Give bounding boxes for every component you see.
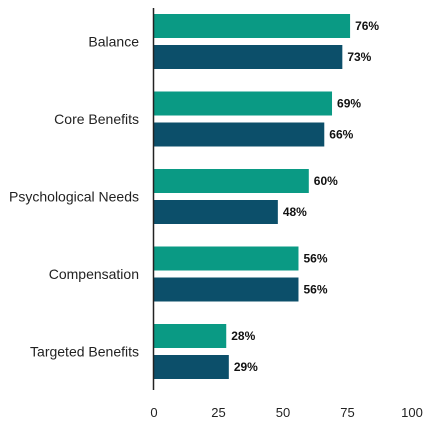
value-labels: 76% 73% 69% 66% 60% 48% 56% 56% 28% 29% xyxy=(231,19,379,374)
category-label: Targeted Benefits xyxy=(30,344,139,360)
category-label: Compensation xyxy=(49,266,139,282)
bar-compensation-series-1 xyxy=(154,246,299,271)
value-label: 73% xyxy=(347,50,371,64)
bars-layer xyxy=(154,14,351,379)
x-tick-label: 0 xyxy=(150,405,157,420)
bar-psychological-needs-series-2 xyxy=(154,200,278,224)
bar-psychological-needs-series-1 xyxy=(154,169,309,193)
category-label: Psychological Needs xyxy=(9,189,139,205)
value-label: 76% xyxy=(355,19,379,33)
value-label: 69% xyxy=(337,97,361,111)
value-label: 56% xyxy=(303,252,327,266)
value-label: 28% xyxy=(231,329,255,343)
category-label: Balance xyxy=(88,34,139,50)
x-tick-label: 100 xyxy=(401,405,423,420)
value-label: 48% xyxy=(283,205,307,219)
bar-core-benefits-series-2 xyxy=(154,122,325,147)
bar-balance-series-1 xyxy=(154,14,351,38)
bar-core-benefits-series-1 xyxy=(154,91,333,116)
bar-targeted-benefits-series-1 xyxy=(154,324,227,348)
category-label: Core Benefits xyxy=(54,111,139,127)
value-label: 29% xyxy=(234,360,258,374)
value-label: 60% xyxy=(314,174,338,188)
value-label: 66% xyxy=(329,128,353,142)
x-tick-label: 75 xyxy=(340,405,354,420)
x-axis-tick-labels: 0 25 50 75 100 xyxy=(150,405,422,420)
x-tick-label: 50 xyxy=(276,405,290,420)
value-label: 56% xyxy=(303,283,327,297)
category-labels: Balance Core Benefits Psychological Needs C… xyxy=(9,34,139,360)
bar-balance-series-2 xyxy=(154,45,343,69)
x-tick-label: 25 xyxy=(211,405,225,420)
bar-targeted-benefits-series-2 xyxy=(154,355,229,379)
bar-compensation-series-2 xyxy=(154,277,299,302)
